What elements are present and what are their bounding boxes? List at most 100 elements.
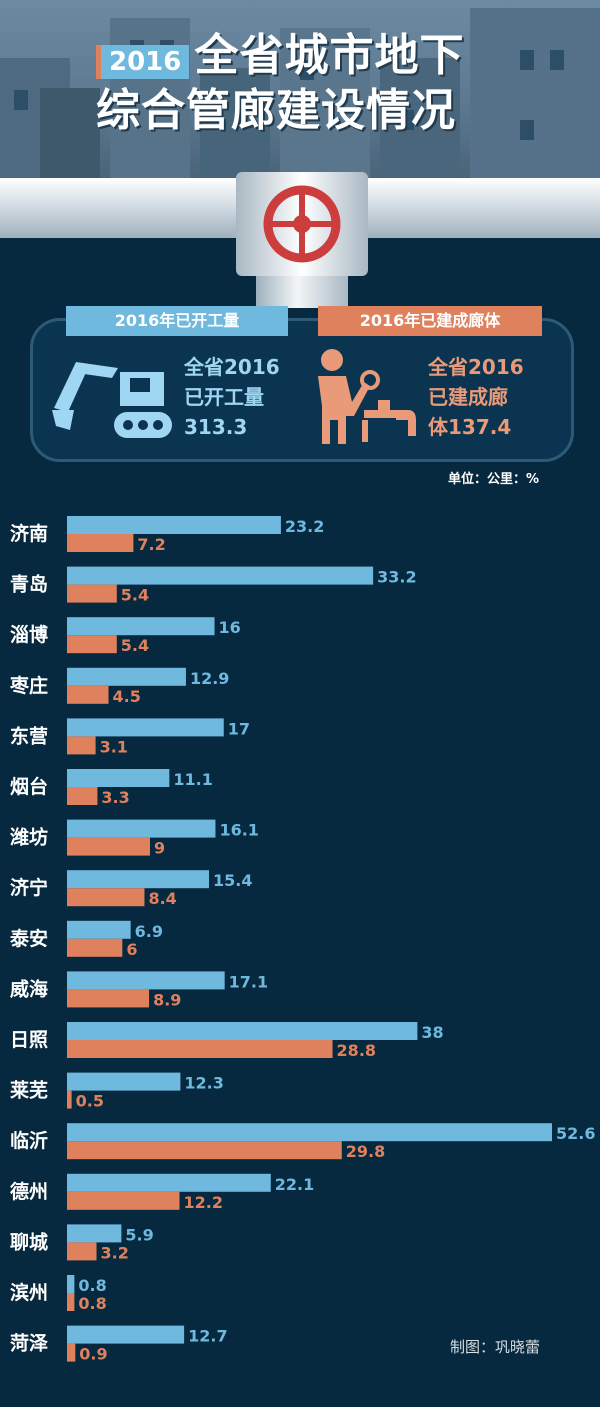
started-value-label: 15.4 (213, 871, 252, 890)
completed-value-label: 6 (126, 940, 137, 959)
completed-bar (67, 635, 117, 654)
started-bar (67, 769, 170, 787)
completed-bar (67, 1343, 76, 1362)
completed-bar (67, 1090, 72, 1109)
completed-total-text: 全省2016 已建成廊 体137.4 (428, 352, 524, 442)
category-label: 东营 (10, 724, 48, 747)
completed-bar (67, 989, 150, 1008)
completed-bar (67, 888, 145, 907)
completed-value-label: 0.8 (78, 1294, 106, 1313)
completed-bar (67, 736, 96, 755)
window (14, 90, 28, 110)
started-value-label: 5.9 (125, 1225, 153, 1244)
completed-value-label: 0.9 (79, 1345, 107, 1364)
category-label: 泰安 (9, 927, 48, 950)
building (40, 88, 100, 178)
started-bar (67, 516, 281, 534)
started-bar (67, 718, 224, 737)
completed-value-label: 3.3 (101, 788, 129, 807)
started-bar (67, 617, 215, 636)
category-label: 青岛 (10, 573, 48, 596)
window (520, 120, 534, 140)
started-bar (67, 971, 225, 990)
category-label: 滨州 (10, 1281, 48, 1304)
started-value-label: 22.1 (275, 1175, 314, 1194)
window (300, 60, 314, 80)
started-total-line: 全省2016 (184, 355, 280, 379)
started-total-text: 全省2016 已开工量 313.3 (184, 352, 280, 442)
started-value-label: 16.1 (219, 821, 258, 840)
year-badge: 2016 (96, 44, 190, 79)
started-value-label: 38 (421, 1023, 443, 1042)
completed-value-label: 12.2 (183, 1193, 222, 1212)
completed-bar (67, 1293, 75, 1311)
completed-bar (67, 1141, 342, 1160)
completed-total-line: 已建成廊 (428, 385, 508, 409)
started-value-label: 16 (219, 618, 241, 637)
completed-bar (67, 685, 109, 704)
started-legend-pill: 2016年已开工量 (66, 306, 288, 336)
completed-total-value: 体137.4 (428, 415, 512, 439)
window (520, 50, 534, 70)
completed-value-label: 3.1 (100, 737, 128, 756)
started-value-label: 11.1 (173, 770, 212, 789)
window (550, 50, 564, 70)
completed-legend-pill: 2016年已建成廊体 (318, 306, 542, 336)
started-bar (67, 667, 186, 686)
title-line-1: 全省城市地下 (194, 30, 465, 81)
category-label: 聊城 (10, 1230, 48, 1253)
category-label: 淄博 (10, 623, 48, 646)
category-label: 潍坊 (9, 826, 48, 849)
completed-bar (67, 787, 98, 805)
started-bar (67, 920, 131, 939)
category-label: 威海 (10, 977, 48, 1000)
completed-value-label: 8.4 (148, 889, 176, 908)
unit-label: 单位：公里：% (448, 472, 540, 487)
completed-total-line: 全省2016 (428, 355, 524, 379)
header-banner: 2016 全省城市地下 综合管廊建设情况 (0, 0, 600, 178)
page-title: 2016 全省城市地下 综合管廊建设情况 (96, 30, 464, 137)
started-bar (67, 1325, 185, 1344)
completed-value-label: 5.4 (121, 636, 149, 655)
category-label: 枣庄 (9, 674, 48, 697)
started-value-label: 17 (228, 719, 250, 738)
category-label: 莱芜 (10, 1079, 48, 1102)
completed-value-label: 3.2 (101, 1243, 129, 1262)
completed-value-label: 8.9 (153, 990, 181, 1009)
completed-value-label: 0.5 (76, 1092, 104, 1111)
started-bar (67, 1022, 418, 1040)
started-bar (67, 1224, 122, 1243)
started-total-line: 已开工量 (184, 385, 264, 409)
completed-bar (67, 1191, 180, 1210)
started-value-label: 6.9 (135, 922, 163, 941)
completed-value-label: 29.8 (346, 1142, 385, 1161)
building (470, 8, 600, 178)
completed-bar (67, 534, 134, 552)
started-value-label: 52.6 (556, 1124, 595, 1143)
title-line-2: 综合管廊建设情况 (96, 84, 456, 136)
started-bar (67, 1173, 271, 1192)
credit-text: 制图：巩晓蕾 (450, 1338, 541, 1356)
completed-value-label: 28.8 (337, 1041, 376, 1060)
started-bar (67, 870, 209, 889)
excavator-icon (52, 362, 172, 438)
started-bar (67, 819, 216, 838)
started-value-label: 12.3 (184, 1074, 223, 1093)
completed-value-label: 7.2 (137, 535, 165, 554)
category-label: 烟台 (10, 775, 48, 798)
worker-pipe-icon (318, 349, 416, 444)
started-value-label: 12.9 (190, 669, 229, 688)
started-bar (67, 1123, 552, 1142)
completed-value-label: 9 (154, 839, 165, 858)
completed-bar (67, 837, 150, 856)
window (400, 110, 414, 130)
category-label: 济南 (10, 522, 48, 545)
started-total-value: 313.3 (184, 415, 248, 439)
valve-wheel-icon (263, 185, 341, 263)
started-value-label: 12.7 (188, 1327, 227, 1346)
started-bar (67, 1275, 75, 1293)
started-bar (67, 566, 374, 585)
completed-bar (67, 938, 123, 957)
building (200, 68, 270, 178)
